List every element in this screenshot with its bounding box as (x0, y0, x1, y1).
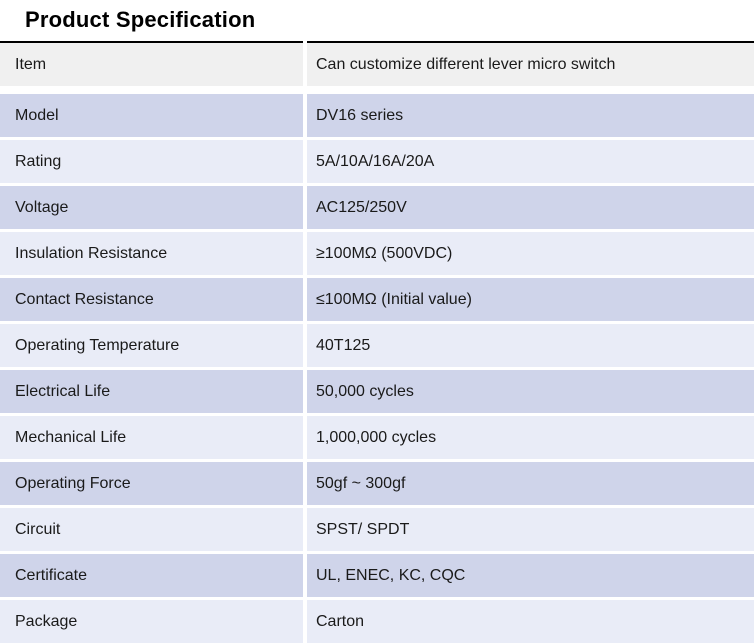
spec-label: Operating Temperature (0, 324, 303, 367)
table-row: Certificate UL, ENEC, KC, CQC (0, 554, 754, 597)
page-title: Product Specification (25, 7, 256, 32)
table-row: Model DV16 series (0, 94, 754, 137)
table-row: Rating 5A/10A/16A/20A (0, 140, 754, 183)
spec-value: Carton (307, 600, 754, 643)
spec-value: 50,000 cycles (307, 370, 754, 413)
table-row: Electrical Life 50,000 cycles (0, 370, 754, 413)
table-row: Mechanical Life 1,000,000 cycles (0, 416, 754, 459)
spec-label: Certificate (0, 554, 303, 597)
spec-label: Electrical Life (0, 370, 303, 413)
spec-label: Item (0, 41, 303, 86)
spec-table: Item Can customize different lever micro… (0, 41, 754, 643)
spec-label: Operating Force (0, 462, 303, 505)
table-row: Contact Resistance ≤100MΩ (Initial value… (0, 278, 754, 321)
spec-label: Model (0, 94, 303, 137)
spec-value: ≤100MΩ (Initial value) (307, 278, 754, 321)
table-row: Operating Temperature 40T125 (0, 324, 754, 367)
table-row: Voltage AC125/250V (0, 186, 754, 229)
spec-value: Can customize different lever micro swit… (307, 41, 754, 86)
spec-value: DV16 series (307, 94, 754, 137)
spec-value: 40T125 (307, 324, 754, 367)
spec-label: Rating (0, 140, 303, 183)
spec-value: SPST/ SPDT (307, 508, 754, 551)
table-row: Package Carton (0, 600, 754, 643)
spec-label: Package (0, 600, 303, 643)
table-row: Insulation Resistance ≥100MΩ (500VDC) (0, 232, 754, 275)
table-row: Item Can customize different lever micro… (0, 41, 754, 86)
spec-label: Mechanical Life (0, 416, 303, 459)
spec-value: AC125/250V (307, 186, 754, 229)
spec-value: UL, ENEC, KC, CQC (307, 554, 754, 597)
spec-value: ≥100MΩ (500VDC) (307, 232, 754, 275)
spec-value: 5A/10A/16A/20A (307, 140, 754, 183)
spec-value: 1,000,000 cycles (307, 416, 754, 459)
spec-label: Circuit (0, 508, 303, 551)
spec-label: Insulation Resistance (0, 232, 303, 275)
table-row: Operating Force 50gf ~ 300gf (0, 462, 754, 505)
table-row: Circuit SPST/ SPDT (0, 508, 754, 551)
spec-label: Contact Resistance (0, 278, 303, 321)
spec-label: Voltage (0, 186, 303, 229)
spec-value: 50gf ~ 300gf (307, 462, 754, 505)
